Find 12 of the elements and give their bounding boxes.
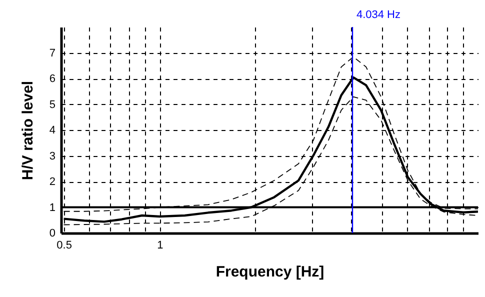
x-tick-label: 0.5 bbox=[56, 240, 72, 252]
y-tick-label: 1 bbox=[49, 202, 56, 214]
y-tick-label: 6 bbox=[49, 73, 56, 85]
y-tick-label: 7 bbox=[49, 47, 56, 60]
y-tick-label: 3 bbox=[49, 150, 56, 162]
y-tick-label: 4 bbox=[49, 124, 56, 136]
y-axis-title: H/V ratio level bbox=[19, 80, 36, 180]
x-axis-title: Frequency [Hz] bbox=[216, 264, 324, 280]
y-tick-label: 2 bbox=[49, 176, 56, 188]
y-tick-label: 5 bbox=[49, 98, 56, 111]
y-tick-label: 0 bbox=[49, 228, 56, 240]
ref-line-label: 4.034 Hz bbox=[356, 9, 401, 21]
